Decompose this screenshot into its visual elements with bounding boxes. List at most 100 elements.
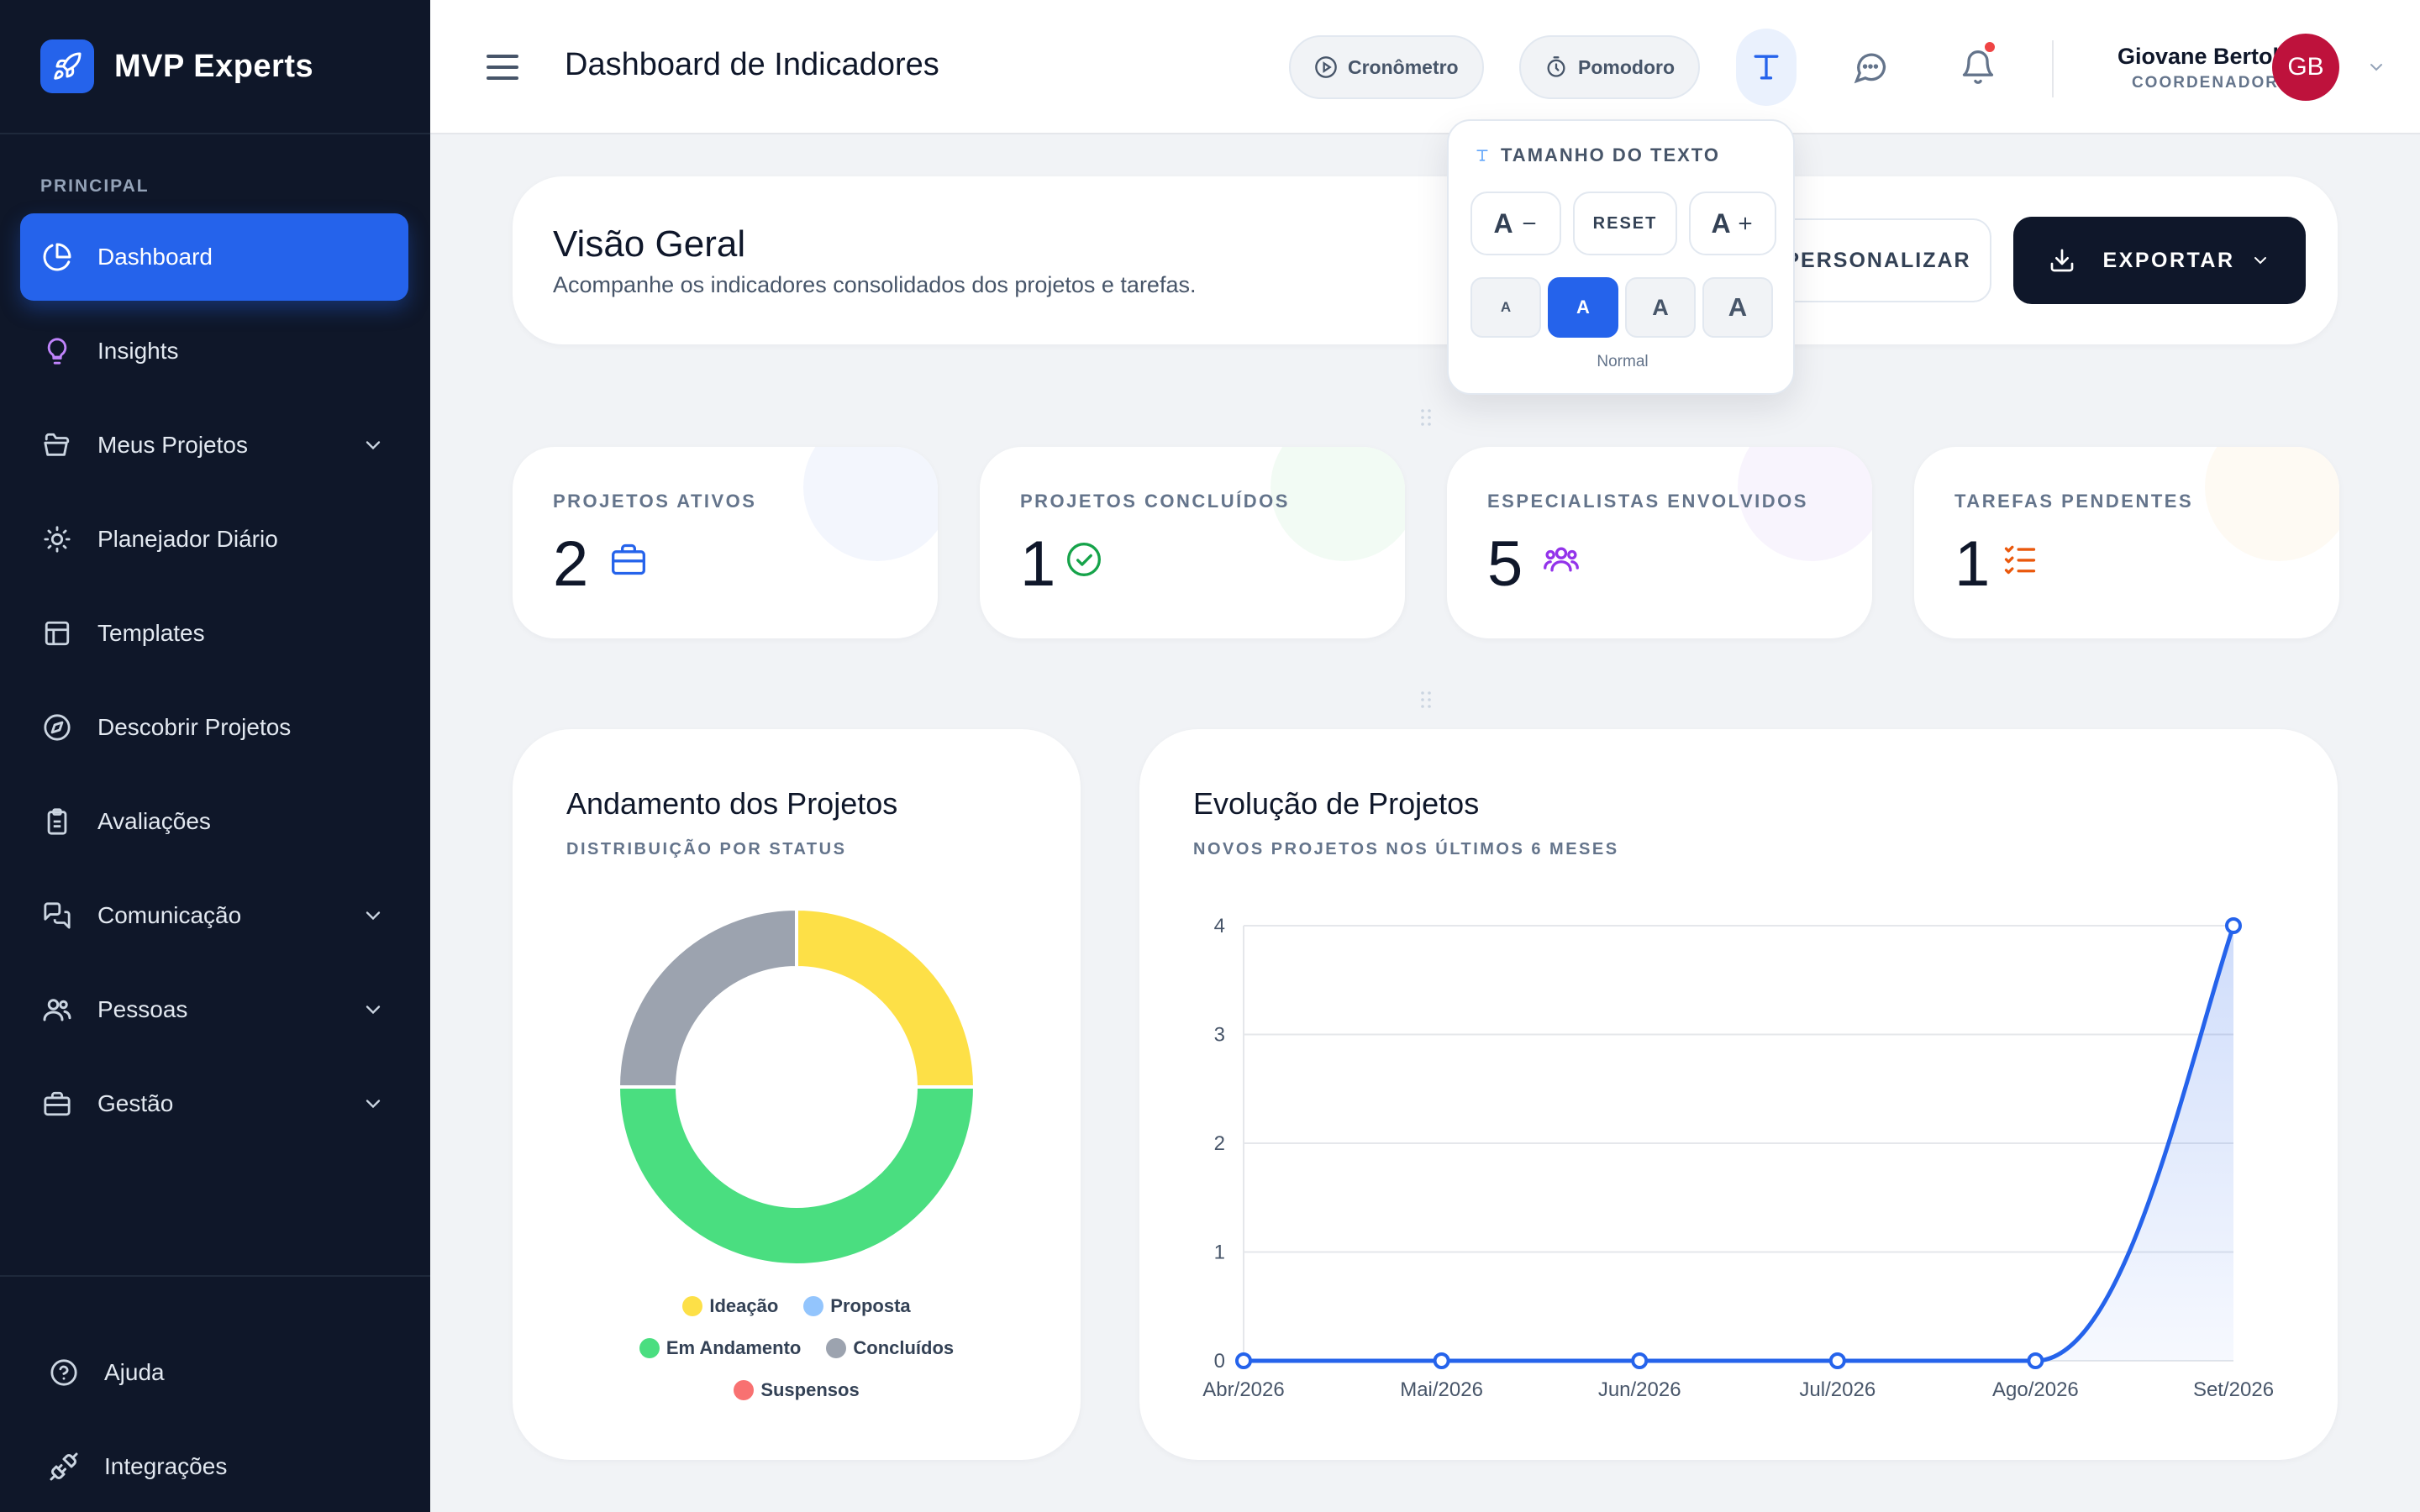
export-button[interactable]: EXPORTAR xyxy=(2013,217,2306,304)
text-size-icon xyxy=(1476,150,1488,161)
sidebar-item-ajuda[interactable]: Ajuda xyxy=(0,1326,430,1420)
chevron-down-icon[interactable] xyxy=(361,998,385,1021)
decrease-text-button[interactable]: A xyxy=(1470,192,1561,255)
data-point[interactable] xyxy=(1235,1352,1252,1369)
user-role: COORDENADOR xyxy=(2131,74,2279,92)
text-size-option-xlarge[interactable]: A xyxy=(1702,277,1773,338)
chart-title: Evolução de Projetos xyxy=(1193,786,1480,821)
legend-item[interactable]: Ideação xyxy=(682,1295,778,1317)
briefcase-icon xyxy=(40,1087,74,1121)
popover-title: TAMANHO DO TEXTO xyxy=(1474,144,1720,166)
users-icon xyxy=(40,993,74,1026)
stat-card-tarefas-pendentes[interactable]: TAREFAS PENDENTES 1 xyxy=(1914,447,2339,638)
donut-slice[interactable] xyxy=(616,1085,977,1267)
page-title: Dashboard de Indicadores xyxy=(565,47,939,82)
brand[interactable]: MVP Experts xyxy=(0,0,430,134)
text-size-option-normal[interactable]: A xyxy=(1548,277,1618,338)
sidebar-item-avaliacoes[interactable]: Avaliações xyxy=(20,778,408,865)
stat-card-projetos-concluidos[interactable]: PROJETOS CONCLUÍDOS 1 xyxy=(980,447,1405,638)
stat-card-projetos-ativos[interactable]: PROJETOS ATIVOS 2 xyxy=(513,447,938,638)
chevron-down-icon[interactable] xyxy=(361,433,385,457)
donut-slice[interactable] xyxy=(616,906,798,1089)
download-icon xyxy=(2051,249,2074,272)
x-tick-label: Mai/2026 xyxy=(1400,1378,1483,1401)
export-label: EXPORTAR xyxy=(2102,248,2235,272)
rocket-icon xyxy=(40,39,94,93)
stat-value: 1 xyxy=(1954,528,1991,600)
area-fill xyxy=(1244,926,2233,1361)
folder-icon xyxy=(40,428,74,462)
messages-button[interactable] xyxy=(1840,29,1901,106)
timer-label: Cronômetro xyxy=(1348,55,1459,78)
sidebar-item-pessoas[interactable]: Pessoas xyxy=(20,966,408,1053)
sidebar-item-label: Planejador Diário xyxy=(97,526,278,552)
legend-item[interactable]: Em Andamento xyxy=(639,1337,801,1359)
play-circle-icon xyxy=(1315,56,1337,78)
line-chart[interactable]: 0 1 2 3 4 Abr/2026 Mai/2026 Jun/2026 Jul/2026 Ago… xyxy=(1139,847,2338,1452)
drag-handle-icon[interactable] xyxy=(1420,690,1432,709)
legend-item[interactable]: Proposta xyxy=(803,1295,911,1317)
chart-subtitle: DISTRIBUIÇÃO POR STATUS xyxy=(566,840,847,858)
increase-label: A xyxy=(1711,207,1731,239)
pomodoro-button[interactable]: Pomodoro xyxy=(1519,35,1700,99)
bell-icon xyxy=(1962,50,1994,84)
pomodoro-label: Pomodoro xyxy=(1578,55,1675,78)
customize-button[interactable]: PERSONALIZAR xyxy=(1765,218,1991,302)
brand-name: MVP Experts xyxy=(114,48,314,84)
drag-handle-icon[interactable] xyxy=(1420,408,1432,427)
stat-card-especialistas[interactable]: ESPECIALISTAS ENVOLVIDOS 5 xyxy=(1447,447,1872,638)
sidebar-item-dashboard[interactable]: Dashboard xyxy=(20,213,408,301)
sidebar-section-label: PRINCIPAL xyxy=(40,176,150,196)
legend-item[interactable]: Concluídos xyxy=(826,1337,954,1359)
stopwatch-icon xyxy=(1547,56,1565,77)
sidebar-item-integracoes[interactable]: Integrações xyxy=(0,1420,430,1512)
sidebar-item-label: Integrações xyxy=(104,1453,228,1479)
sidebar-item-descobrir-projetos[interactable]: Descobrir Projetos xyxy=(20,684,408,771)
chevron-down-icon[interactable] xyxy=(361,1092,385,1116)
avatar[interactable]: GB xyxy=(2272,34,2339,101)
sidebar-item-meus-projetos[interactable]: Meus Projetos xyxy=(20,402,408,489)
legend-dot xyxy=(734,1380,755,1400)
sidebar-item-planejador-diario[interactable]: Planejador Diário xyxy=(20,496,408,583)
legend-item[interactable]: Suspensos xyxy=(734,1379,860,1401)
donut-chart[interactable] xyxy=(513,897,1081,1292)
reset-label: RESET xyxy=(1592,213,1658,233)
chevron-down-icon[interactable] xyxy=(2366,57,2386,77)
text-size-option-large[interactable]: A xyxy=(1625,277,1696,338)
donut-slice[interactable] xyxy=(795,906,977,1089)
text-size-button[interactable] xyxy=(1736,29,1797,106)
y-tick-label: 0 xyxy=(1214,1350,1225,1373)
chat-icon xyxy=(40,899,74,932)
stat-value: 2 xyxy=(553,528,589,600)
data-point[interactable] xyxy=(1631,1352,1649,1369)
stat-decoration xyxy=(1270,447,1405,561)
data-point[interactable] xyxy=(2225,917,2242,934)
data-point[interactable] xyxy=(1433,1352,1450,1369)
plug-icon xyxy=(47,1450,81,1483)
header-divider xyxy=(2052,40,2054,97)
data-point[interactable] xyxy=(1828,1352,1846,1369)
sidebar-item-gestao[interactable]: Gestão xyxy=(20,1060,408,1147)
minus-icon xyxy=(1523,222,1535,225)
data-point[interactable] xyxy=(2027,1352,2044,1369)
reset-text-button[interactable]: RESET xyxy=(1573,192,1677,255)
text-size-option-small[interactable]: A xyxy=(1470,277,1541,338)
user-name[interactable]: Giovane Bertol xyxy=(2117,44,2279,69)
increase-text-button[interactable]: A xyxy=(1689,192,1776,255)
notifications-button[interactable] xyxy=(1948,29,2008,106)
legend-dot xyxy=(682,1296,703,1316)
compass-icon xyxy=(40,711,74,744)
chevron-down-icon[interactable] xyxy=(361,904,385,927)
sun-icon xyxy=(40,522,74,556)
sidebar-item-templates[interactable]: Templates xyxy=(20,590,408,677)
timer-button[interactable]: Cronômetro xyxy=(1289,35,1484,99)
legend-row: Em Andamento Concluídos xyxy=(513,1337,1081,1359)
sidebar-item-comunicacao[interactable]: Comunicação xyxy=(20,872,408,959)
donut-chart-card: Andamento dos Projetos DISTRIBUIÇÃO POR … xyxy=(513,729,1081,1460)
legend-dot xyxy=(803,1296,824,1316)
menu-icon[interactable] xyxy=(486,52,519,82)
stat-label: ESPECIALISTAS ENVOLVIDOS xyxy=(1487,491,1808,512)
sidebar-item-label: Ajuda xyxy=(104,1359,165,1385)
notification-dot xyxy=(1983,40,1996,54)
sidebar-item-insights[interactable]: Insights xyxy=(20,307,408,395)
